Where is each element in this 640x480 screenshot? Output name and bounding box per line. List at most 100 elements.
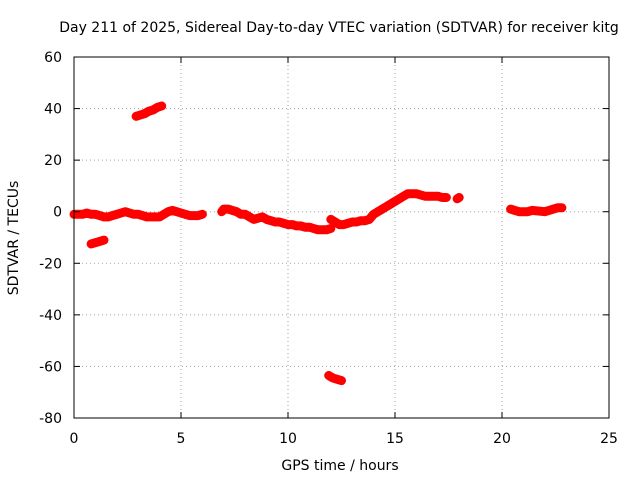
data-point — [322, 225, 331, 234]
x-tick-label: 10 — [279, 431, 297, 447]
data-point — [249, 215, 258, 224]
data-point — [140, 109, 149, 118]
data-point — [112, 210, 121, 219]
data-point — [373, 207, 382, 216]
data-point — [549, 205, 558, 214]
data-point — [241, 210, 250, 219]
data-point — [395, 194, 404, 203]
data-point — [331, 218, 340, 227]
data-point — [138, 211, 147, 220]
data-point — [416, 190, 425, 199]
data-point — [125, 209, 134, 218]
x-axis-label: GPS time / hours — [281, 458, 398, 474]
grid-lines — [74, 57, 609, 418]
data-point — [369, 210, 378, 219]
data-point — [343, 219, 352, 228]
data-point — [258, 212, 267, 221]
data-points — [69, 101, 567, 386]
data-point — [412, 189, 421, 198]
series-track-12h — [326, 189, 451, 230]
data-point — [78, 210, 87, 219]
data-point — [121, 207, 130, 216]
y-tick-label: -20 — [39, 256, 62, 272]
chart-title: Day 211 of 2025, Sidereal Day-to-day VTE… — [59, 20, 619, 36]
data-point — [177, 209, 185, 218]
data-point — [527, 206, 536, 215]
data-point — [95, 237, 104, 246]
data-point — [262, 215, 271, 224]
data-point — [523, 207, 532, 216]
series-track-18h — [452, 193, 464, 204]
data-point — [198, 210, 207, 219]
data-point — [91, 238, 100, 247]
data-point — [149, 105, 158, 114]
data-point — [117, 209, 126, 218]
data-point — [108, 211, 117, 220]
data-point — [324, 371, 333, 380]
data-point — [95, 211, 104, 220]
data-point — [224, 205, 233, 214]
data-point — [266, 216, 275, 225]
data-point — [328, 374, 337, 383]
y-tick-label: 20 — [44, 153, 62, 169]
data-point — [153, 103, 162, 112]
data-point — [134, 210, 143, 219]
data-point — [91, 210, 100, 219]
data-point — [305, 223, 314, 232]
data-point — [132, 112, 141, 121]
data-point — [361, 216, 370, 225]
y-tick-label: 40 — [44, 102, 62, 118]
data-point — [333, 375, 342, 384]
data-point — [433, 192, 442, 201]
data-point — [159, 210, 168, 219]
data-point — [232, 207, 241, 216]
data-point — [378, 205, 387, 214]
data-point — [399, 192, 408, 201]
data-point — [164, 207, 173, 216]
axis-ticks: 0 5 10 15 20 25 -80 -60 -40 -20 0 20 40 60 — [39, 50, 618, 447]
data-point — [181, 210, 190, 219]
data-point — [155, 212, 164, 221]
data-point — [254, 214, 263, 223]
series-track-20h — [506, 203, 567, 217]
data-point — [339, 220, 348, 229]
data-point — [337, 376, 346, 385]
data-point — [104, 212, 113, 221]
data-point — [275, 218, 284, 227]
y-axis-label: SDTVAR / TECUs — [6, 181, 22, 296]
data-point — [382, 202, 391, 211]
data-point — [245, 212, 254, 221]
data-point — [194, 211, 203, 220]
x-tick-label: 0 — [70, 431, 79, 447]
series-track-7h — [217, 204, 336, 235]
data-point — [279, 219, 288, 228]
data-point — [326, 215, 335, 224]
x-tick-label: 20 — [493, 431, 511, 447]
data-point — [288, 220, 297, 229]
data-point — [144, 107, 153, 116]
data-point — [391, 197, 399, 206]
data-point — [365, 215, 374, 224]
data-point — [82, 209, 91, 218]
data-point — [510, 206, 519, 215]
x-tick-label: 5 — [177, 431, 186, 447]
y-tick-label: -60 — [39, 359, 62, 375]
data-point — [545, 206, 554, 215]
data-point — [352, 218, 361, 227]
data-point — [136, 111, 145, 120]
y-tick-label: 0 — [53, 205, 62, 221]
y-tick-label: 60 — [44, 50, 62, 66]
x-tick-label: 25 — [600, 431, 618, 447]
data-point — [172, 207, 181, 216]
data-point — [442, 193, 451, 202]
y-tick-label: -80 — [39, 411, 62, 427]
data-point — [157, 101, 166, 110]
x-tick-label: 15 — [386, 431, 404, 447]
data-point — [99, 236, 108, 245]
series-outlier-minus12 — [86, 235, 109, 249]
series-outlier-plus40 — [131, 101, 167, 121]
data-point — [540, 207, 549, 216]
data-point — [386, 199, 395, 208]
series-main-track — [69, 205, 207, 222]
